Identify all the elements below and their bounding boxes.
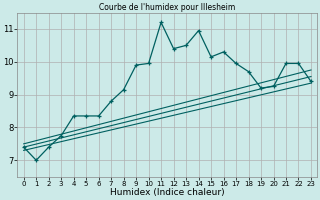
X-axis label: Humidex (Indice chaleur): Humidex (Indice chaleur) xyxy=(110,188,225,197)
Title: Courbe de l'humidex pour Illesheim: Courbe de l'humidex pour Illesheim xyxy=(99,3,236,12)
